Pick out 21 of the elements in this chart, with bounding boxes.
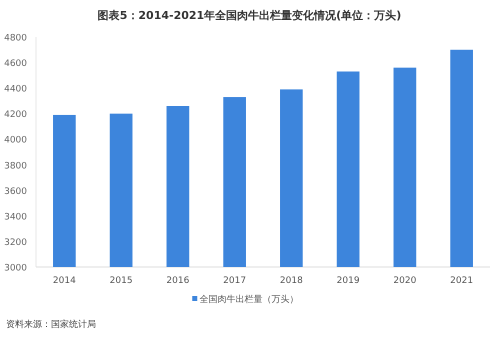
- x-tick-label: 2018: [280, 276, 304, 286]
- legend-label: 全国肉牛出栏量（万头）: [199, 294, 298, 305]
- y-tick-label: 3400: [4, 212, 28, 222]
- x-tick-label: 2016: [166, 276, 190, 286]
- x-tick-label: 2021: [450, 276, 474, 286]
- x-tick-label: 2014: [52, 276, 76, 286]
- y-tick-label: 4400: [4, 84, 28, 95]
- y-tick-label: 3000: [4, 264, 28, 274]
- text: 资料来源：国家统计局: [6, 319, 96, 330]
- y-tick-label: 3200: [4, 238, 28, 248]
- chart-title: 图表5：2014-2021年全国肉牛出栏量变化情况(单位：万头): [98, 9, 402, 22]
- y-tick-label: 4000: [4, 136, 28, 146]
- y-tick-label: 3800: [4, 161, 28, 172]
- x-tick-label: 2015: [110, 276, 133, 286]
- y-tick-label: 4600: [4, 59, 28, 70]
- y-tick-label: 3600: [4, 186, 28, 197]
- x-tick-label: 2017: [223, 276, 246, 286]
- y-tick-label: 4800: [4, 34, 28, 44]
- x-tick-label: 2020: [393, 276, 417, 286]
- y-tick-label: 4200: [4, 110, 28, 120]
- x-tick-label: 2019: [336, 276, 360, 286]
